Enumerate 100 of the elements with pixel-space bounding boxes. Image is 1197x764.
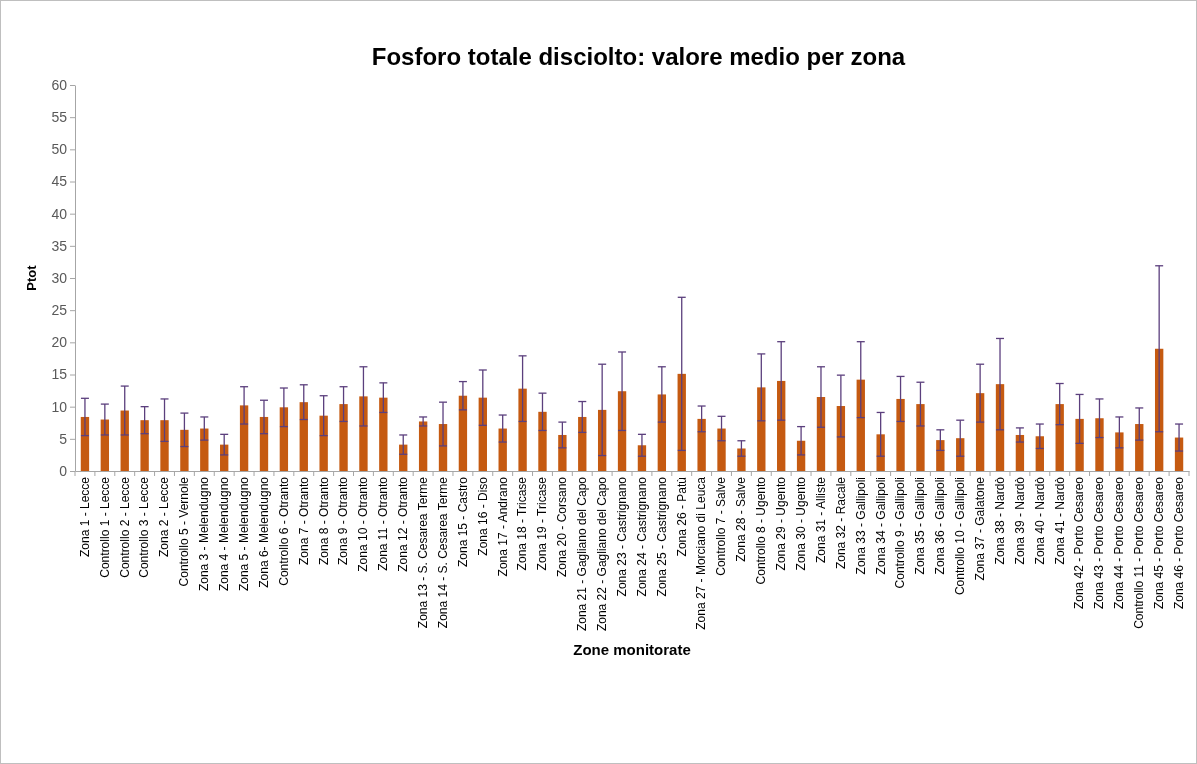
bar (757, 387, 766, 471)
x-tick-label: Zona 2 - Lecce (157, 476, 172, 558)
bar (299, 402, 308, 471)
x-tick-label: Zona 22 - Gagliano del Capo (595, 476, 609, 632)
bar (140, 420, 149, 471)
bar (458, 395, 468, 471)
x-tick-label: Zona 29 - Ugento (774, 476, 789, 571)
x-tick-label: Zona 41 - Nardò (1052, 476, 1067, 565)
bar (578, 416, 587, 471)
bar (478, 397, 487, 471)
x-tick-label: Zona 11 - Otranto (376, 476, 391, 571)
bar (657, 394, 667, 471)
x-tick-label: Zona 21 - Gagliano del Capo (575, 476, 590, 632)
y-tick-label: 60 (51, 76, 68, 93)
y-tick-label: 10 (51, 398, 68, 415)
y-axis-title: Ptot (24, 264, 39, 291)
x-tick-label: Zona 8 - Otranto (316, 476, 331, 566)
x-tick-label: Zona 46 - Porto Cesareo (1171, 476, 1186, 610)
y-tick-label: 40 (51, 205, 68, 222)
bar (160, 420, 169, 471)
x-tick-label: Controllo 9 - Gallipoli (893, 477, 908, 589)
x-tick-label: Zona 9 - Otranto (336, 476, 351, 566)
x-tick-label: Zona 30 - Ugento (793, 476, 808, 571)
bar (916, 404, 925, 471)
bar (359, 396, 368, 471)
x-tick-label: Zona 34 - Gallipoli (873, 477, 888, 575)
x-tick-label: Controllo 3 - Lecce (137, 476, 152, 578)
x-tick-label: Zona 18 - Tricase (515, 476, 530, 571)
bar (1075, 418, 1084, 471)
x-tick-label: Controllo 11 - Porto Cesareo (1132, 476, 1147, 629)
bar (518, 388, 527, 471)
bar (379, 397, 388, 471)
bar (239, 405, 249, 471)
x-tick-label: Zona 3 - Melendugno (197, 476, 212, 592)
bar (558, 434, 567, 471)
x-tick-label: Controllo 8 - Ugento (754, 476, 769, 585)
x-tick-label: Zona 35 - Gallipoli (913, 477, 928, 575)
bar (418, 421, 428, 471)
x-tick-label: Zona 13 - S. Cesarea Terme (415, 476, 430, 629)
x-tick-label: Zona 36 - Gallipoli (933, 477, 948, 575)
x-axis-title: Zone monitorate (573, 641, 691, 659)
x-tick-label: Zona 16 - Diso (475, 476, 490, 556)
y-tick-label: 0 (59, 462, 68, 479)
x-tick-label: Controllo 1 - Lecce (97, 476, 112, 578)
bar (1095, 418, 1104, 471)
x-tick-label: Zona 37 - Galatone (972, 476, 987, 581)
x-tick-label: Zona 28 - Salve (734, 476, 749, 562)
bar (896, 398, 905, 471)
x-tick-label: Zona 26 - Patù (674, 477, 689, 557)
x-tick-label: Zona 43 - Porto Cesareo (1092, 476, 1107, 610)
y-tick-label: 25 (51, 302, 68, 319)
x-tick-label: Zona 7 - Otranto (296, 476, 311, 566)
x-tick-label: Zona 19 - Tricase (535, 476, 550, 571)
x-tick-label: Zona 5 - Melendugno (236, 476, 251, 592)
x-tick-label: Zona 31 - Alliste (813, 476, 828, 564)
x-tick-label: Zona 42 - Porto Cesareo (1072, 476, 1087, 610)
y-tick-label: 45 (51, 173, 68, 190)
x-tick-label: Zona 6- Melendugno (256, 476, 271, 588)
y-tick-label: 35 (51, 237, 68, 254)
x-tick-label: Zona 17 - Andrano (495, 476, 510, 577)
x-tick-label: Zona 1 - Lecce (77, 476, 92, 558)
x-tick-label: Zona 12 - Otranto (396, 476, 411, 572)
x-tick-label: Zona 4 - Melendugno (217, 476, 232, 592)
bar (319, 415, 328, 471)
x-tick-label: Controllo 5 - Vernole (177, 476, 192, 587)
x-tick-label: Zona 10 - Otranto (356, 476, 371, 572)
x-tick-label: Controllo 6 - Otranto (276, 476, 291, 586)
y-tick-label: 55 (51, 109, 68, 126)
x-tick-label: Zona 25 - Castrignano (654, 476, 669, 597)
bar (538, 411, 547, 471)
x-tick-label: Zona 39 - Nardò (1012, 476, 1027, 565)
bar (876, 434, 885, 471)
bar (936, 440, 945, 471)
bar (1055, 404, 1064, 471)
bar (180, 429, 189, 471)
x-tick-label: Zona 32 - Racale (833, 476, 848, 570)
x-tick-label: Controllo 10 - Gallipoli (953, 477, 968, 596)
bar (1115, 432, 1124, 471)
y-tick-label: 50 (51, 141, 68, 158)
chart-title: Fosforo totale disciolto: valore medio per zona (371, 43, 906, 70)
x-tick-label: Zona 33 - Gallipoli (853, 477, 868, 575)
x-tick-label: Zona 20 - Corsano (555, 476, 570, 578)
bar (856, 379, 865, 471)
y-tick-label: 20 (51, 334, 68, 351)
x-tick-label: Zona 24 - Castrignano (634, 476, 649, 597)
bar (339, 404, 348, 471)
y-tick-label: 5 (59, 430, 68, 447)
x-tick-label: Zona 38 - Nardò (992, 476, 1007, 565)
x-tick-label: Zona 44 - Porto Cesareo (1112, 476, 1127, 610)
y-tick-label: 30 (51, 269, 68, 286)
bar (717, 428, 726, 471)
x-tick-label: Controllo 2 - Lecce (117, 476, 132, 578)
x-tick-label: Zona 45 - Porto Cesareo (1152, 476, 1166, 610)
bar (737, 448, 746, 471)
y-tick-label: 15 (51, 366, 68, 383)
x-tick-label: Zona 27 - Morciano di Leuca (694, 476, 709, 630)
x-tick-label: Controllo 7 - Salve (714, 476, 729, 576)
x-tick-label: Zona 15 - Castro (455, 476, 470, 568)
x-tick-label: Zona 23 - Castrignano (614, 476, 629, 597)
bar (697, 418, 706, 471)
